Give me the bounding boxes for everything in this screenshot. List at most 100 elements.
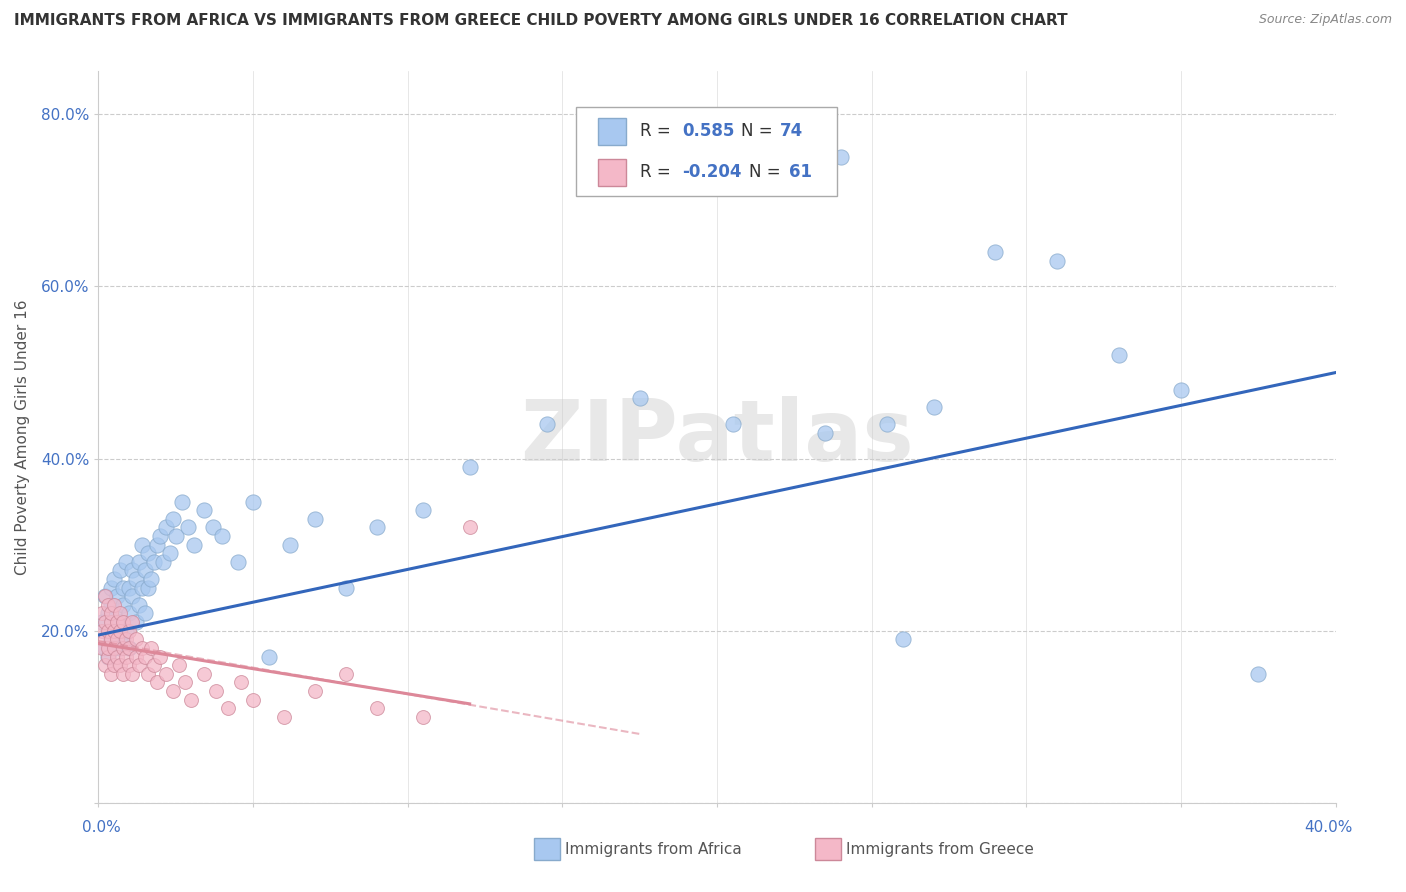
Point — [108, 615, 131, 629]
Point — [93, 658, 115, 673]
Point — [118, 607, 141, 621]
Text: 74: 74 — [780, 122, 804, 140]
Point — [131, 581, 153, 595]
Point — [100, 666, 122, 681]
Point — [124, 649, 146, 664]
Point — [97, 624, 120, 638]
Text: -0.204: -0.204 — [682, 163, 741, 181]
Point — [136, 581, 159, 595]
Point — [217, 701, 239, 715]
Point — [121, 666, 143, 681]
Text: 61: 61 — [789, 163, 811, 181]
Point — [97, 598, 120, 612]
Point — [412, 503, 434, 517]
Point — [90, 640, 112, 655]
Point — [93, 589, 115, 603]
Point — [149, 649, 172, 664]
Point — [536, 417, 558, 432]
Point — [136, 546, 159, 560]
Point — [304, 684, 326, 698]
Point — [984, 245, 1007, 260]
Text: 40.0%: 40.0% — [1305, 821, 1353, 835]
Point — [97, 649, 120, 664]
Point — [830, 150, 852, 164]
Point — [891, 632, 914, 647]
Text: 0.585: 0.585 — [682, 122, 734, 140]
Point — [112, 666, 135, 681]
Point — [103, 658, 125, 673]
Point — [118, 640, 141, 655]
Point — [721, 417, 744, 432]
Point — [108, 607, 131, 621]
Point — [103, 572, 125, 586]
Text: R =: R = — [640, 122, 676, 140]
Point — [121, 615, 143, 629]
Point — [93, 632, 115, 647]
Point — [108, 624, 131, 638]
Text: ZIPatlas: ZIPatlas — [520, 395, 914, 479]
Point — [814, 425, 837, 440]
Point — [115, 649, 138, 664]
Text: R =: R = — [640, 163, 676, 181]
Point — [93, 640, 115, 655]
Point — [1046, 253, 1069, 268]
Point — [97, 649, 120, 664]
Point — [108, 640, 131, 655]
Point — [90, 615, 112, 629]
Point — [170, 494, 193, 508]
Point — [922, 400, 945, 414]
Point — [93, 615, 115, 629]
Point — [205, 684, 228, 698]
Point — [97, 624, 120, 638]
Point — [105, 624, 128, 638]
Point — [180, 692, 202, 706]
Point — [131, 640, 153, 655]
Point — [105, 649, 128, 664]
Point — [97, 607, 120, 621]
Text: Immigrants from Africa: Immigrants from Africa — [565, 842, 742, 856]
Point — [103, 640, 125, 655]
Text: N =: N = — [741, 122, 778, 140]
Point — [108, 564, 131, 578]
Point — [242, 494, 264, 508]
Point — [103, 607, 125, 621]
Point — [412, 710, 434, 724]
Point — [100, 632, 122, 647]
Point — [257, 649, 280, 664]
Point — [118, 640, 141, 655]
Point — [131, 538, 153, 552]
Point — [112, 615, 135, 629]
Point — [134, 564, 156, 578]
Point — [124, 572, 146, 586]
Point — [103, 598, 125, 612]
Point — [115, 555, 138, 569]
Point — [335, 581, 357, 595]
Point — [134, 649, 156, 664]
Point — [193, 503, 215, 517]
Point — [100, 607, 122, 621]
Point — [146, 538, 169, 552]
Text: N =: N = — [749, 163, 786, 181]
Point — [162, 512, 184, 526]
Text: IMMIGRANTS FROM AFRICA VS IMMIGRANTS FROM GREECE CHILD POVERTY AMONG GIRLS UNDER: IMMIGRANTS FROM AFRICA VS IMMIGRANTS FRO… — [14, 13, 1067, 29]
Point — [97, 640, 120, 655]
Point — [146, 675, 169, 690]
Point — [143, 658, 166, 673]
Point — [90, 607, 112, 621]
Point — [100, 615, 122, 629]
Point — [121, 589, 143, 603]
Point — [366, 520, 388, 534]
Point — [118, 658, 141, 673]
Point — [100, 632, 122, 647]
Point — [193, 666, 215, 681]
Point — [139, 572, 162, 586]
Point — [105, 589, 128, 603]
Point — [121, 564, 143, 578]
Point — [177, 520, 200, 534]
Point — [1170, 383, 1192, 397]
Point — [183, 538, 205, 552]
Point — [118, 581, 141, 595]
Point — [174, 675, 197, 690]
Point — [876, 417, 898, 432]
Point — [242, 692, 264, 706]
